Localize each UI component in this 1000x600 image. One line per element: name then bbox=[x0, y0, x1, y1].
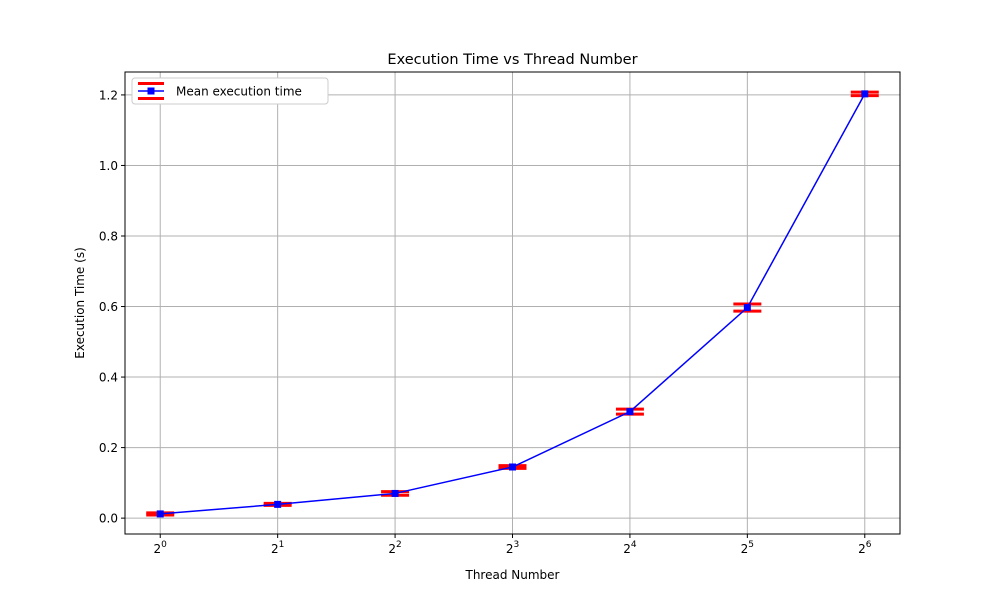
y-tick-label: 1.2 bbox=[99, 88, 118, 102]
x-tick-exponent: 3 bbox=[513, 540, 519, 550]
legend-marker-sample bbox=[147, 87, 155, 95]
x-tick-exponent: 4 bbox=[631, 540, 637, 550]
y-tick-label: 1.0 bbox=[99, 159, 118, 173]
data-point bbox=[509, 463, 516, 471]
y-tick-label: 0.6 bbox=[99, 300, 118, 314]
data-point bbox=[274, 500, 282, 508]
x-tick-exponent: 6 bbox=[866, 540, 872, 550]
data-markers bbox=[156, 90, 869, 518]
grid-lines bbox=[125, 72, 900, 534]
x-tick-exponent: 2 bbox=[396, 540, 402, 550]
x-tick-exponent: 0 bbox=[161, 540, 167, 550]
y-tick-label: 0.0 bbox=[99, 512, 118, 526]
x-axis-ticks: 20 21 22 23 24 25 26 bbox=[154, 534, 872, 556]
x-tick-base: 2 bbox=[388, 542, 396, 556]
data-point bbox=[626, 408, 634, 416]
y-tick-label: 0.2 bbox=[99, 441, 118, 455]
data-point bbox=[861, 90, 869, 98]
x-tick-label: 21 bbox=[271, 540, 284, 556]
y-axis-label: Execution Time (s) bbox=[73, 247, 87, 359]
x-tick-base: 2 bbox=[154, 542, 162, 556]
x-tick-label: 20 bbox=[154, 540, 168, 556]
legend-label: Mean execution time bbox=[176, 85, 302, 99]
x-tick-exponent: 1 bbox=[279, 540, 285, 550]
x-tick-exponent: 5 bbox=[748, 540, 754, 550]
x-tick-label: 22 bbox=[388, 540, 401, 556]
data-point bbox=[391, 489, 399, 497]
x-tick-base: 2 bbox=[623, 542, 631, 556]
data-point bbox=[156, 510, 164, 518]
x-tick-label: 24 bbox=[623, 540, 637, 556]
chart-title: Execution Time vs Thread Number bbox=[387, 52, 637, 68]
x-axis-label: Thread Number bbox=[465, 568, 560, 582]
data-point bbox=[743, 304, 751, 312]
x-tick-label: 25 bbox=[741, 540, 754, 556]
y-tick-label: 0.8 bbox=[99, 229, 118, 243]
y-axis-ticks: 0.0 0.2 0.4 0.6 0.8 1.0 1.2 bbox=[99, 88, 125, 526]
x-tick-base: 2 bbox=[858, 542, 866, 556]
x-tick-base: 2 bbox=[271, 542, 279, 556]
x-tick-label: 23 bbox=[506, 540, 519, 556]
legend: Mean execution time bbox=[131, 77, 329, 105]
x-tick-base: 2 bbox=[741, 542, 749, 556]
x-tick-base: 2 bbox=[506, 542, 514, 556]
x-tick-label: 26 bbox=[858, 540, 872, 556]
legend-box bbox=[131, 77, 329, 105]
y-tick-label: 0.4 bbox=[99, 371, 118, 385]
